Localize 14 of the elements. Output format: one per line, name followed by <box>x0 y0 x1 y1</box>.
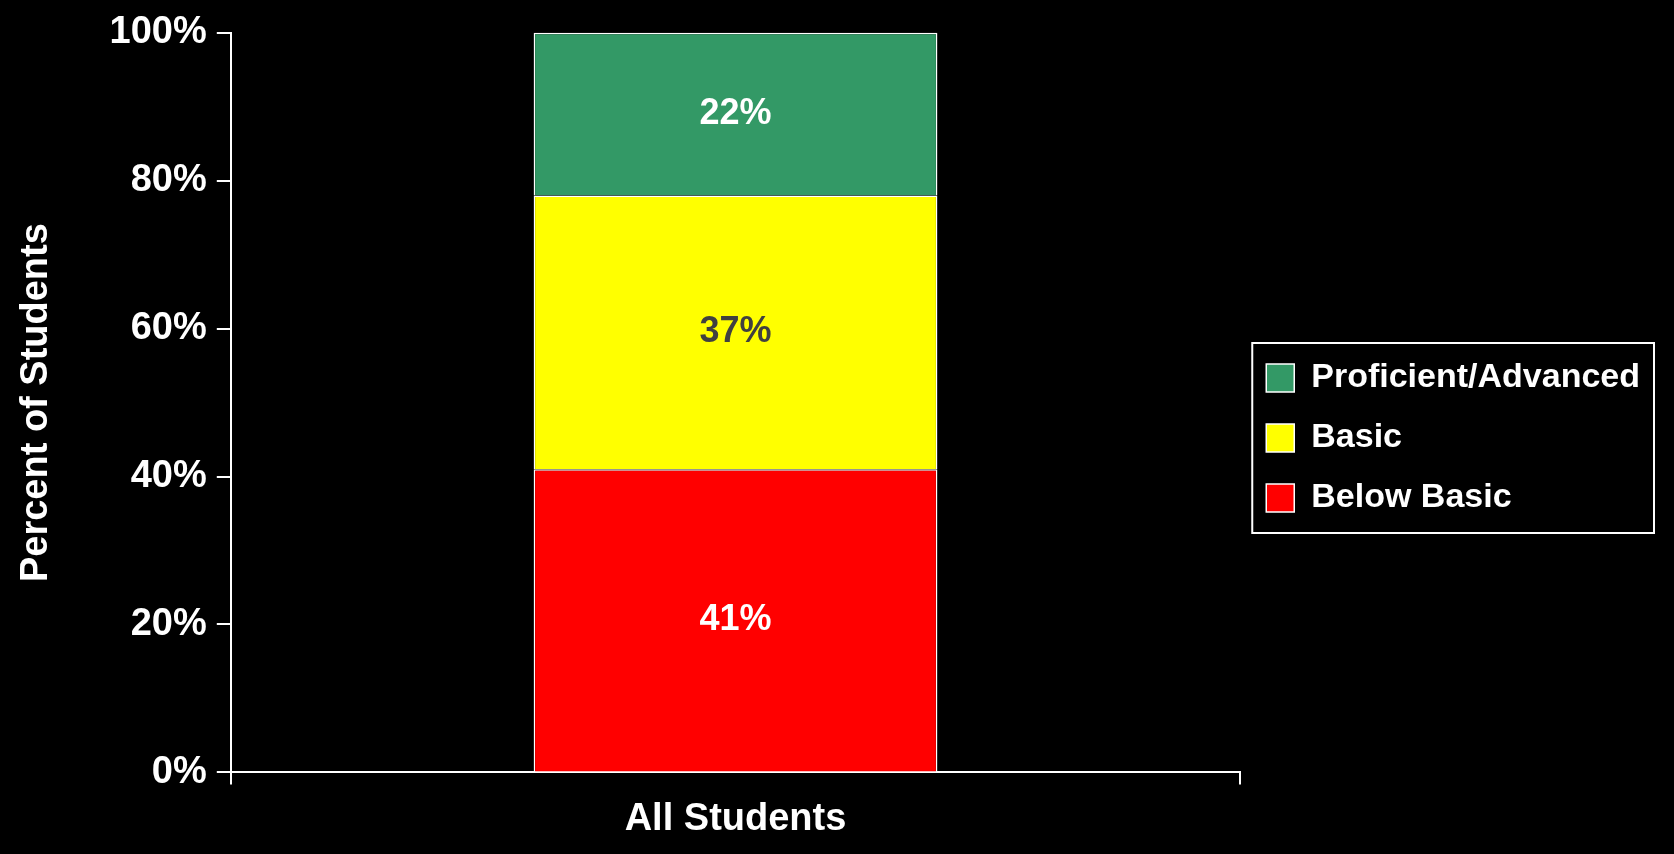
legend-label: Basic <box>1311 416 1402 455</box>
data-label: 41% <box>699 597 772 639</box>
legend-label: Proficient/Advanced <box>1311 356 1641 395</box>
y-tick-label: 40% <box>130 453 207 496</box>
y-tick-label: 0% <box>151 748 207 791</box>
y-tick-label: 20% <box>130 600 207 643</box>
x-tick-label: All Students <box>624 795 847 838</box>
data-label: 37% <box>699 309 772 351</box>
y-axis-title: Percent of Students <box>13 223 56 583</box>
y-tick-label: 80% <box>130 157 207 200</box>
y-tick-label: 60% <box>130 305 207 348</box>
data-label: 22% <box>699 91 772 133</box>
y-tick-label: 100% <box>109 9 207 52</box>
legend-label: Below Basic <box>1311 476 1512 515</box>
